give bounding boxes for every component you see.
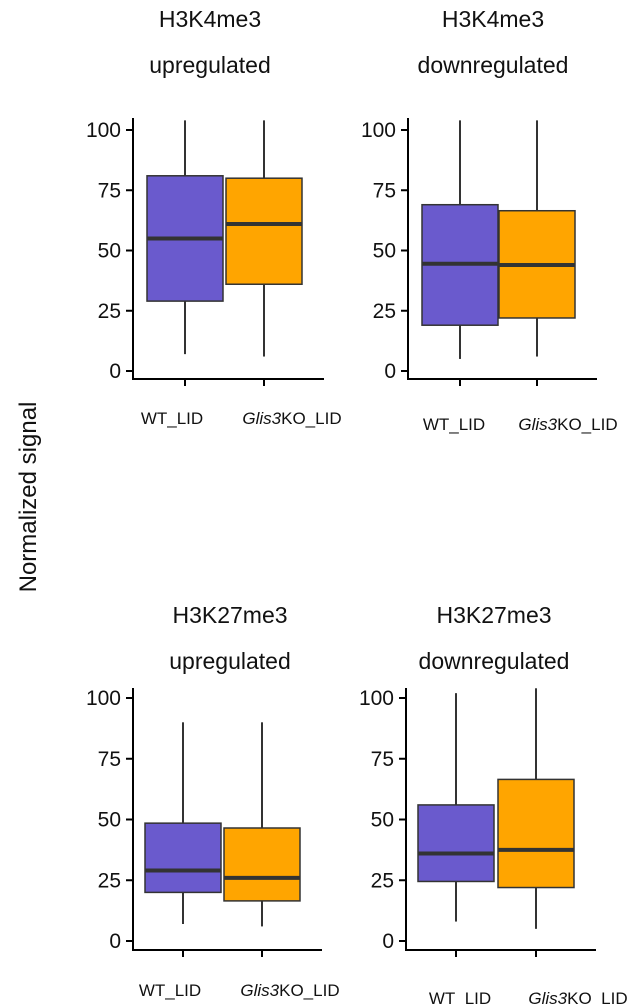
y-tick-label: 0 [109, 930, 121, 953]
x-category-label: Glis3KO_LID [242, 409, 341, 428]
box-WT_LID [417, 804, 495, 883]
y-tick-label: 75 [98, 748, 121, 771]
panel-title-line1: H3K4me3 [159, 6, 261, 32]
y-tick-label: 50 [371, 809, 394, 832]
y-tick-label: 25 [98, 869, 121, 892]
panel-title-line2: upregulated [169, 648, 291, 674]
y-tick-label: 75 [371, 748, 394, 771]
y-tick-label: 25 [98, 300, 121, 323]
label-italic: Glis3 [518, 415, 557, 434]
label-text: WT_LID [141, 409, 203, 428]
x-category-label: Glis3KO_LID [518, 415, 617, 434]
x-category-label: WT_LID [139, 981, 201, 1000]
panel-3: H3K27me3 upregulated 0 25 50 75 100 WT_LID Glis3… [86, 602, 340, 1000]
box-WT_LID [144, 822, 222, 894]
label-text: WT_LID [423, 415, 485, 434]
panel-2: H3K4me3 downregulated 0 25 50 75 100 WT_LID Glis… [361, 6, 618, 434]
panel-title-line1: H3K27me3 [172, 602, 287, 628]
y-tick-label: 100 [86, 687, 121, 710]
y-tick-label: 0 [382, 930, 394, 953]
label-text: KO_LID [281, 409, 341, 428]
x-category-label: WT_LID [429, 989, 491, 1005]
y-tick-label: 100 [86, 119, 121, 142]
y-tick-label: 100 [359, 687, 394, 710]
y-tick-label: 0 [109, 360, 121, 383]
label-text: WT_LID [429, 989, 491, 1005]
x-category-label: Glis3KO_LID [240, 981, 339, 1000]
y-axis-label: Normalized signal [15, 402, 42, 593]
box-Glis3KO_LID [497, 778, 575, 889]
label-text: KO_LID [557, 415, 617, 434]
label-text: KO_LID [567, 989, 627, 1005]
y-tick-label: 50 [373, 240, 396, 263]
y-tick-label: 75 [373, 179, 396, 202]
panel-4: H3K27me3 downregulated 0 25 50 75 100 WT_LID Gli… [359, 602, 628, 1005]
label-italic: Glis3 [240, 981, 279, 1000]
panel-1: H3K4me3 upregulated 0 25 50 75 100 WT_LID Glis3K… [86, 6, 342, 428]
x-category-label: WT_LID [423, 415, 485, 434]
y-tick-label: 75 [98, 179, 121, 202]
panel-title-line2: downregulated [419, 648, 570, 674]
label-italic: Glis3 [242, 409, 281, 428]
y-tick-label: 25 [371, 869, 394, 892]
panel-title-line1: H3K4me3 [442, 6, 544, 32]
y-tick-label: 100 [361, 119, 396, 142]
label-text: WT_LID [139, 981, 201, 1000]
y-tick-label: 50 [98, 240, 121, 263]
box-Glis3KO_LID [225, 177, 303, 285]
label-text: KO_LID [279, 981, 339, 1000]
y-tick-label: 25 [373, 300, 396, 323]
y-tick-label: 50 [98, 809, 121, 832]
panel-title-line1: H3K27me3 [436, 602, 551, 628]
label-italic: Glis3 [528, 989, 567, 1005]
box-Glis3KO_LID [223, 827, 301, 902]
y-tick-label: 0 [384, 360, 396, 383]
x-category-label: Glis3KO_LID [528, 989, 627, 1005]
x-category-label: WT_LID [141, 409, 203, 428]
panel-title-line2: downregulated [418, 52, 569, 78]
panel-title-line2: upregulated [149, 52, 271, 78]
